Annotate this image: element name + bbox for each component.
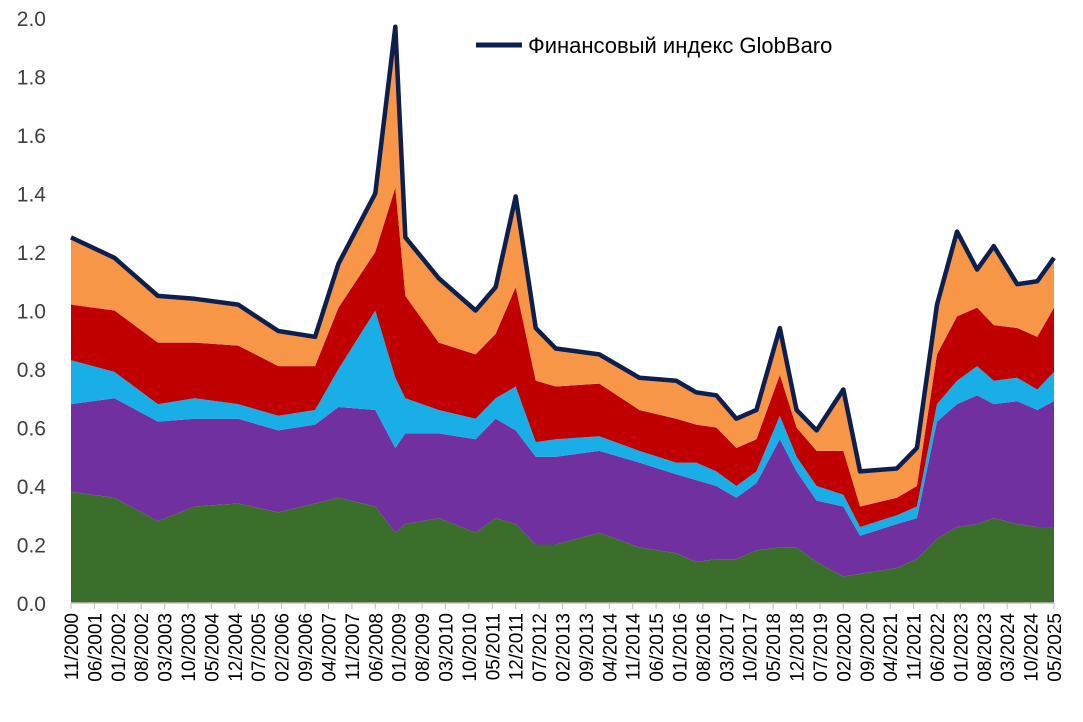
legend: Финансовый индекс GlobBaro bbox=[476, 33, 832, 58]
x-tick-label: 02/2006 bbox=[273, 613, 294, 682]
y-tick-label: 0.6 bbox=[17, 418, 46, 441]
x-tick-label: 06/2022 bbox=[928, 613, 949, 682]
y-tick-label: 1.0 bbox=[17, 301, 46, 324]
x-tick-label: 05/2025 bbox=[1045, 613, 1066, 682]
x-tick-label: 03/2024 bbox=[998, 613, 1019, 682]
x-tick-label: 12/2018 bbox=[788, 613, 809, 682]
x-tick-label: 12/2004 bbox=[226, 613, 247, 682]
x-tick-label: 11/2007 bbox=[343, 613, 364, 680]
x-tick-label: 10/2010 bbox=[460, 613, 481, 682]
x-tick-label: 11/2000 bbox=[62, 613, 83, 680]
y-tick-label: 1.8 bbox=[17, 67, 46, 90]
legend-label: Финансовый индекс GlobBaro bbox=[528, 33, 832, 58]
area-layer-1 bbox=[71, 491, 1054, 603]
y-axis: 0.0 0.2 0.4 0.6 0.8 1.0 1.2 1.4 1.6 1.8 2.0 bbox=[17, 8, 47, 616]
y-tick-label: 0.4 bbox=[17, 476, 47, 499]
x-tick-label: 09/2020 bbox=[858, 613, 879, 682]
x-tick-label: 08/2009 bbox=[413, 613, 434, 682]
y-tick-label: 1.4 bbox=[17, 184, 47, 207]
y-tick-label: 0.8 bbox=[17, 359, 46, 382]
x-tick-label: 04/2014 bbox=[600, 613, 621, 682]
area-layer-3 bbox=[71, 310, 1054, 536]
x-tick-label: 01/2016 bbox=[671, 613, 692, 682]
x-tick-label: 07/2012 bbox=[530, 613, 551, 682]
x-tick-label: 06/2008 bbox=[366, 613, 387, 682]
x-tick-label: 11/2014 bbox=[624, 613, 645, 681]
x-tick-label: 03/2017 bbox=[717, 613, 738, 682]
y-tick-label: 1.6 bbox=[17, 125, 46, 148]
financial-index-line bbox=[70, 24, 1056, 474]
area-layer-4 bbox=[71, 187, 1054, 527]
area-layer-2 bbox=[71, 395, 1054, 577]
x-tick-label: 11/2021 bbox=[905, 613, 926, 680]
x-tick-label: 08/2002 bbox=[132, 613, 153, 682]
x-tick-label: 05/2011 bbox=[483, 613, 504, 680]
x-tick-label: 01/2023 bbox=[951, 613, 972, 682]
x-tick-label: 04/2021 bbox=[881, 613, 902, 682]
y-tick-label: 1.2 bbox=[17, 242, 46, 265]
x-tick-label: 08/2016 bbox=[694, 613, 715, 682]
x-tick-label: 07/2019 bbox=[811, 613, 832, 682]
x-tick-label: 12/2011 bbox=[507, 613, 528, 680]
x-tick-label: 06/2015 bbox=[647, 613, 668, 682]
x-tick-label: 09/2013 bbox=[577, 613, 598, 682]
x-tick-label: 06/2001 bbox=[85, 613, 106, 682]
x-tick-label: 03/2003 bbox=[156, 613, 177, 682]
x-tick-label: 04/2007 bbox=[319, 613, 340, 682]
x-tick-label: 02/2013 bbox=[554, 613, 575, 682]
x-tick-label: 01/2002 bbox=[109, 613, 130, 682]
y-tick-label: 0.2 bbox=[17, 535, 46, 558]
x-tick-label: 09/2006 bbox=[296, 613, 317, 682]
x-tick-label: 01/2009 bbox=[390, 613, 411, 682]
x-tick-label: 02/2020 bbox=[834, 613, 855, 682]
x-tick-label: 10/2003 bbox=[179, 613, 200, 682]
x-tick-label: 05/2018 bbox=[764, 613, 785, 682]
area-layers bbox=[71, 26, 1054, 603]
y-tick-label: 0.0 bbox=[17, 593, 46, 616]
x-tick-label: 07/2005 bbox=[249, 613, 270, 682]
x-tick-label: 10/2017 bbox=[741, 613, 762, 682]
x-axis: 11/2000 06/2001 01/2002 08/2002 03/2003 10/20… bbox=[62, 602, 1066, 682]
x-tick-label: 05/2004 bbox=[202, 613, 223, 682]
x-tick-label: 08/2023 bbox=[975, 613, 996, 682]
y-tick-label: 2.0 bbox=[17, 8, 46, 31]
x-tick-label: 03/2010 bbox=[436, 613, 457, 682]
x-tick-label: 10/2024 bbox=[1022, 613, 1043, 682]
